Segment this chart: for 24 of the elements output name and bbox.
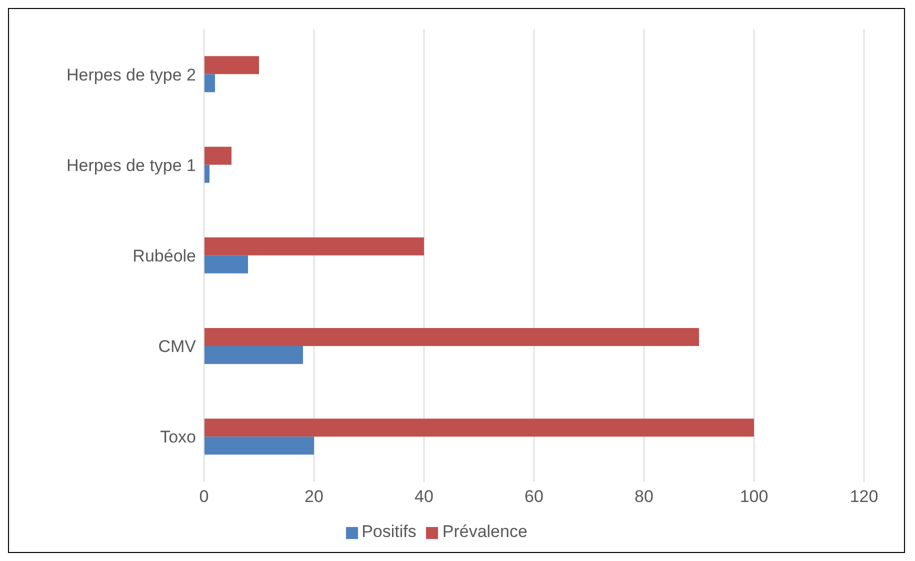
bar — [204, 328, 699, 346]
y-tick-label: CMV — [158, 337, 197, 356]
x-tick-label: 60 — [524, 487, 544, 506]
x-tick-label: 40 — [414, 487, 434, 506]
bar — [204, 346, 303, 364]
bar — [204, 237, 424, 256]
bar — [204, 146, 232, 165]
bar — [204, 74, 215, 92]
y-tick-label: Herpes de type 1 — [66, 156, 196, 175]
bar — [204, 56, 259, 74]
y-tick-label: Herpes de type 2 — [66, 65, 196, 84]
x-tick-label: 100 — [740, 487, 768, 506]
x-tick-label: 80 — [634, 487, 654, 506]
x-tick-label: 120 — [850, 487, 878, 506]
legend-label: Prévalence — [442, 522, 528, 541]
y-tick-label: Rubéole — [132, 246, 196, 266]
bar — [204, 436, 314, 455]
x-tick-label: 0 — [199, 487, 209, 506]
x-tick-label: 20 — [304, 487, 324, 506]
legend-label: Positifs — [362, 522, 416, 541]
bar — [204, 164, 210, 183]
bar — [204, 418, 754, 437]
y-tick-label: Toxo — [160, 428, 196, 447]
bar — [204, 255, 248, 274]
